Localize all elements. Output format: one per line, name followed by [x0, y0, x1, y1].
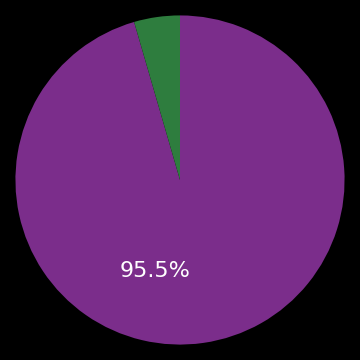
Text: 95.5%: 95.5%: [120, 261, 191, 280]
Wedge shape: [15, 15, 345, 345]
Wedge shape: [134, 15, 180, 180]
